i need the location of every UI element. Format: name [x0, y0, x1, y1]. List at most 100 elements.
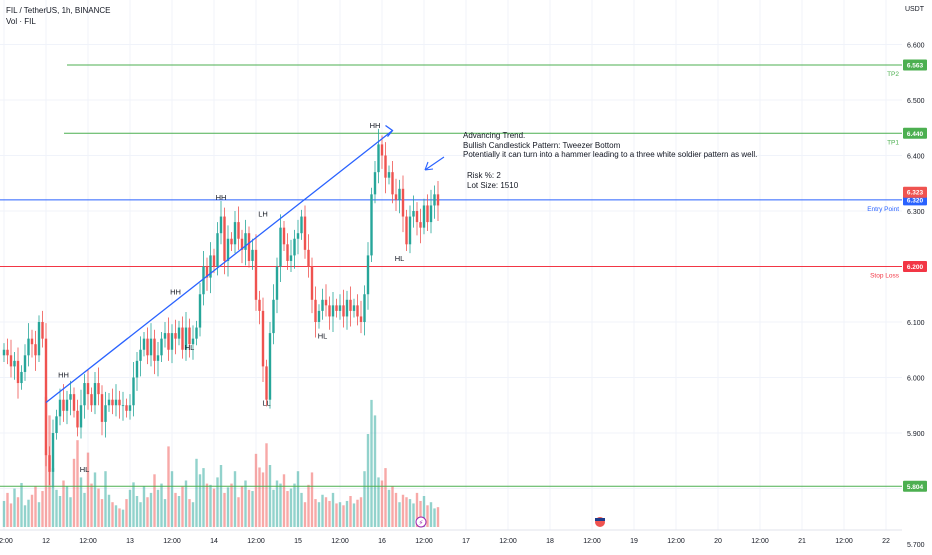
candle-body [198, 294, 202, 328]
volume-bar [405, 497, 408, 527]
candle-body [97, 383, 100, 395]
candle-body [146, 338, 149, 356]
candle-body [37, 322, 41, 356]
candle-body [310, 266, 314, 300]
volume-bar [268, 465, 272, 527]
volume-bar [426, 505, 429, 527]
price-tag [903, 186, 927, 198]
volume-bar [244, 480, 247, 527]
candle-body [244, 233, 247, 250]
time-tick-label: 22 [882, 538, 890, 545]
candle-body [30, 338, 34, 345]
time-tick-label: 12:00 [835, 538, 853, 545]
volume-bar [415, 492, 419, 527]
candle-body [160, 338, 163, 356]
volume-bar [51, 468, 55, 527]
candle-body [279, 227, 282, 267]
volume-bar [191, 502, 195, 527]
candle-body [296, 233, 300, 239]
volume-bar [373, 415, 377, 527]
candle-body [230, 238, 233, 245]
candle-body [289, 255, 293, 261]
volume-bar [65, 486, 69, 527]
volume-bar [195, 458, 198, 527]
candle-body [139, 349, 142, 361]
candle-body [69, 394, 72, 400]
volume-bar [338, 502, 342, 527]
price-tag-label: 6.323 [907, 190, 924, 197]
swing-label: HH [58, 371, 69, 380]
candle-body [20, 371, 23, 384]
time-tick-label: 12:00 [79, 538, 97, 545]
candle-body [436, 194, 440, 206]
candle-body [34, 344, 37, 356]
candle-body [349, 299, 352, 311]
volume-bar [233, 471, 237, 527]
volume-bar [118, 508, 121, 527]
swing-label: HL [80, 465, 90, 474]
candle-body [9, 355, 13, 367]
candle-body [205, 266, 209, 278]
volume-bar [184, 480, 188, 527]
volume-bar [27, 499, 30, 527]
candle-body [93, 383, 97, 406]
candle-body [335, 305, 338, 311]
candle-body [202, 266, 205, 295]
candle-body [363, 294, 366, 322]
volume-bar [303, 502, 307, 527]
annotation-note[interactable]: Advancing Trend. Bullish Candlestick Pat… [463, 131, 757, 160]
pointer-arrow [424, 156, 445, 171]
candle-body [282, 227, 286, 245]
volume-bar [125, 499, 128, 527]
volume-bar [209, 484, 212, 527]
volume-bar [429, 502, 433, 527]
volume-bar [188, 499, 191, 527]
candle-body [128, 405, 132, 411]
volume-bar [286, 491, 289, 527]
volume-bar [331, 492, 335, 527]
swing-label: HL [395, 254, 405, 263]
candle-body [163, 333, 167, 339]
price-tick-label: 5.700 [907, 542, 925, 549]
volume-bar [114, 505, 118, 527]
volume-bar [90, 483, 93, 527]
candle-body [62, 399, 65, 411]
volume-bar [34, 486, 37, 527]
time-tick-label: 12:00 [415, 538, 433, 545]
time-tick-label: 19 [630, 538, 638, 545]
volume-bar [254, 453, 258, 527]
level-label: Stop Loss [870, 273, 900, 280]
volume-bar [139, 502, 142, 527]
candle-body [268, 333, 272, 400]
candle-body [153, 338, 156, 361]
candle-body [314, 299, 317, 322]
volume-bar [223, 492, 226, 527]
volume-bar [153, 474, 156, 527]
volume-bar [104, 471, 107, 527]
symbol-title[interactable]: FIL / TetherUS, 1h, BINANCE [6, 6, 111, 15]
volume-bar [86, 452, 90, 527]
volume-bar [160, 483, 163, 527]
candle-body [16, 360, 20, 384]
trendline-arrowhead [385, 124, 394, 137]
candle-body [170, 333, 174, 350]
time-tick-label: 12:00 [331, 538, 349, 545]
currency-label: USDT [904, 6, 924, 13]
candle-body [219, 216, 223, 234]
time-tick-label: 12:00 [751, 538, 769, 545]
candle-body [373, 172, 377, 195]
time-tick-label: 12:00 [583, 538, 601, 545]
volume-indicator-title[interactable]: Vol · FIL [6, 17, 36, 26]
risk-note[interactable]: Risk %: 2 Lot Size: 1510 [467, 171, 518, 190]
price-tag-label: 5.804 [907, 484, 924, 491]
candle-body [328, 305, 331, 317]
candle-body [394, 194, 398, 200]
volume-bar [345, 500, 349, 527]
volume-bar [226, 487, 230, 527]
candle-body [398, 188, 401, 200]
swing-label: HH [216, 193, 227, 202]
volume-bar [419, 500, 422, 527]
candle-body [331, 305, 335, 317]
